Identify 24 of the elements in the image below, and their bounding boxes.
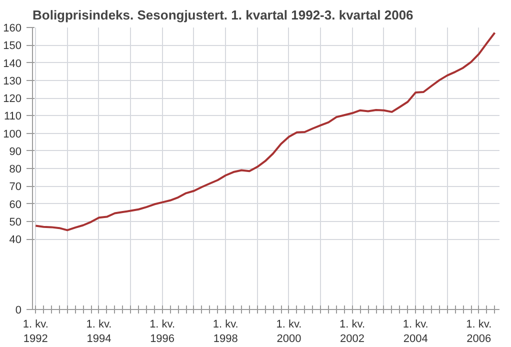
x-tick-label: 1. kv. 1994 xyxy=(86,318,112,345)
y-tick-label: 100 xyxy=(3,128,22,140)
x-tick-label: 1. kv. 1998 xyxy=(212,318,238,345)
y-tick-label: 60 xyxy=(9,198,22,211)
y-tick-label: 70 xyxy=(9,181,22,194)
y-tick-label: 40 xyxy=(9,234,22,246)
y-tick-label: 50 xyxy=(9,216,22,228)
y-tick-label: 0 xyxy=(15,304,22,316)
y-tick-label: 80 xyxy=(9,164,22,176)
x-tick-label: 1. kv. 2004 xyxy=(402,318,428,345)
y-tick-label: 90 xyxy=(9,146,22,158)
y-tick-label: 140 xyxy=(3,58,22,70)
x-tick-label: 1. kv. 2006 xyxy=(466,318,492,345)
y-tick-label: 130 xyxy=(3,75,22,88)
x-tick-label: 1. kv. 1992 xyxy=(22,318,48,345)
y-tick-label: 150 xyxy=(3,40,22,52)
y-tick-label: 160 xyxy=(3,22,22,34)
chart-title: Boligprisindeks. Sesongjustert. 1. kvartal 1992-3. kvartal 2006 xyxy=(32,8,414,22)
x-tick-label: 1. kv. 1996 xyxy=(150,318,176,345)
x-tick-label: 1. kv. 2000 xyxy=(276,318,302,345)
x-tick-label: 1. kv. 2002 xyxy=(340,318,366,345)
y-tick-label: 120 xyxy=(3,93,22,105)
y-tick-label: 110 xyxy=(4,110,22,123)
line-series xyxy=(34,32,496,232)
